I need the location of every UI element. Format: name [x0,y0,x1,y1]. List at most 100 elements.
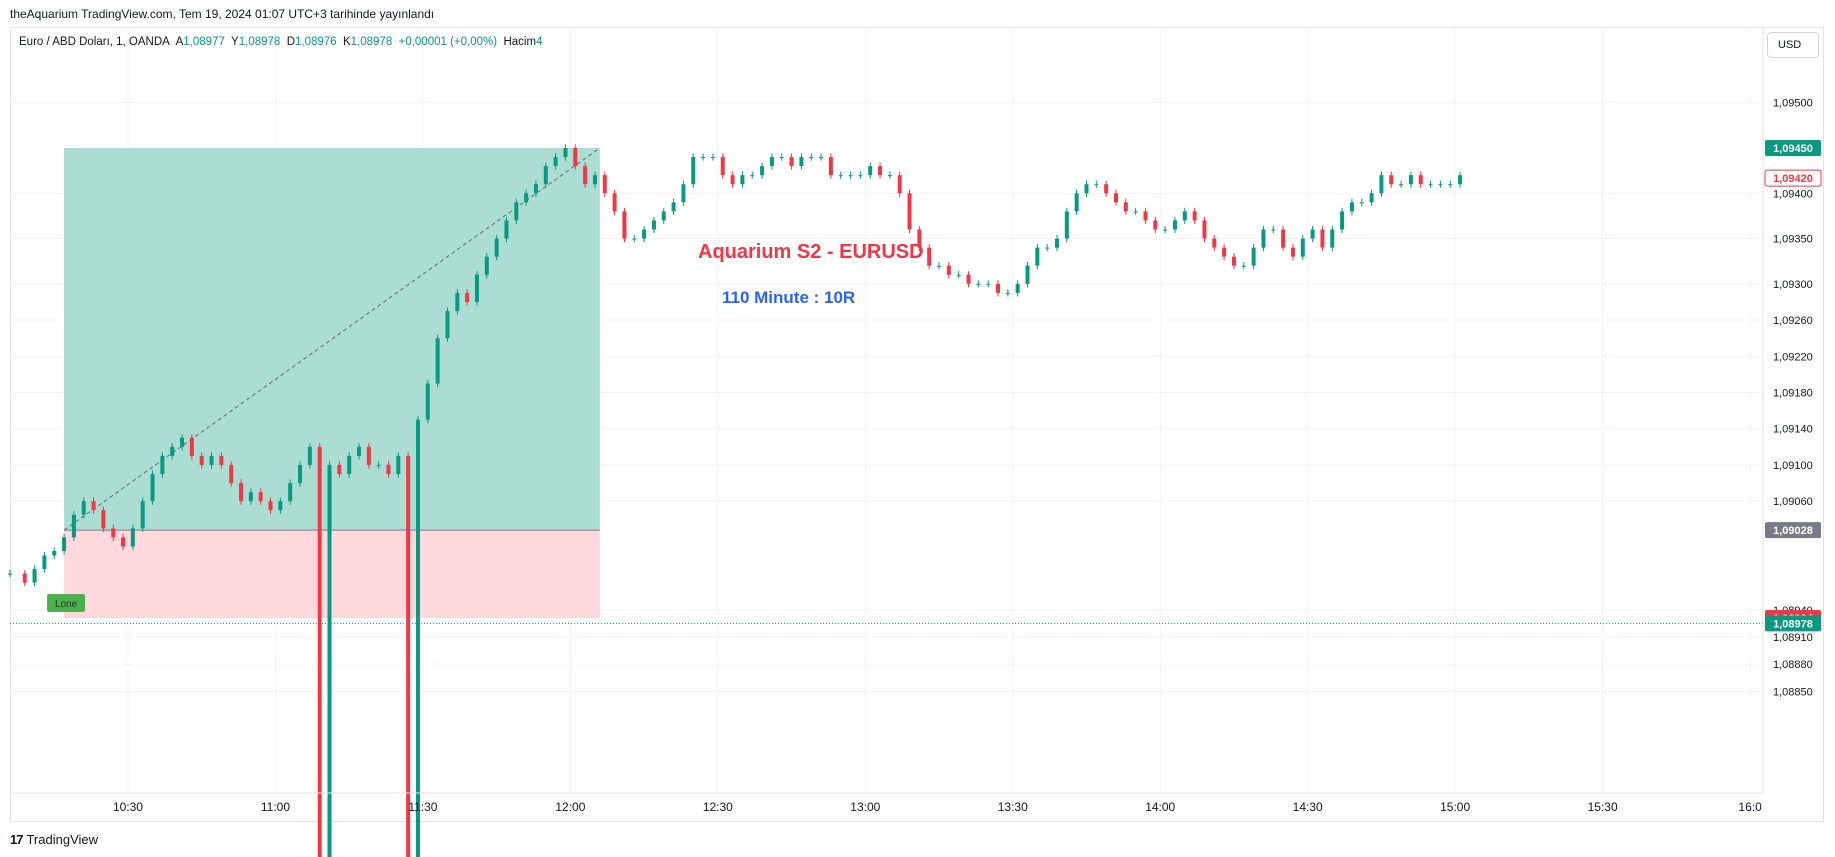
candle-body [1231,256,1236,266]
candle-body [337,464,342,474]
candle-body [1035,247,1040,266]
candle-body [170,446,175,456]
candle [1025,262,1030,288]
candle-body [1222,247,1227,257]
candle [897,171,902,197]
candle-body [1251,247,1256,266]
candle-body [386,464,391,474]
candle [1064,207,1069,243]
candle-body [504,220,509,239]
price-badge-outline-red: 1,09420 [1764,169,1822,187]
candle [494,234,499,261]
candle-body [32,569,37,583]
candle [121,533,126,551]
candle-body [622,211,627,239]
candle [966,271,971,288]
candle [1094,180,1099,188]
chart-frame[interactable] [10,27,1824,822]
candle [130,524,135,551]
candle-body [1025,265,1030,284]
long-badge-label: Lone [55,599,78,610]
candle-body [1340,211,1345,230]
chart-title-annotation: Aquarium S2 - EURUSD [698,241,924,263]
candle-body [1448,184,1453,186]
candle-body [357,446,361,456]
legend-open: 1,08977 [183,36,225,48]
candle-body [121,537,126,547]
candle-body [8,573,12,575]
candle-body [681,184,686,203]
candle-body [406,455,411,857]
y-tick-label: 1,09500 [1773,98,1813,110]
y-tick-label: 1,08850 [1773,686,1813,698]
candle [81,497,86,519]
candle [1045,243,1050,252]
candle [1123,198,1128,216]
candle-body [632,238,637,240]
candle [720,153,725,179]
candle [937,262,942,270]
candle [71,511,76,542]
candle [357,443,361,460]
candle-body [828,157,833,176]
candle [858,171,863,179]
candle [1231,253,1236,270]
currency-button[interactable]: USD [1767,32,1819,58]
legend-low-label: D [286,36,295,48]
position-zones [63,147,601,618]
candle-body [917,229,922,248]
candle [1418,171,1423,188]
candle-body [1064,211,1069,239]
tradingview-logo[interactable]: 17 TradingView [10,832,98,847]
candle-body [81,501,86,515]
y-tick-label: 1,09180 [1773,388,1813,400]
candle [946,262,951,279]
candle [386,461,391,478]
candle-body [927,247,932,266]
candle [484,253,489,279]
candle [996,280,1001,297]
candle-body [956,274,961,276]
candle-body [1438,184,1443,186]
x-tick-label: 14:00 [1145,800,1175,814]
candle-body [524,193,529,203]
candle [22,569,27,587]
legend-close-label: K [342,36,351,48]
candle [1005,289,1010,297]
candle [543,162,548,188]
y-tick-label: 1,09350 [1773,234,1813,246]
y-tick-label: 1,09100 [1773,460,1813,472]
candle [1310,225,1315,243]
candle-body [248,492,253,502]
candle-body [701,157,706,159]
candle-body [1133,211,1138,213]
price-badge-bg [1765,140,1821,156]
candle [986,280,991,288]
candle [592,171,597,188]
candle-body [838,175,843,177]
candle-body [268,501,273,511]
legend-low: 1,08976 [295,36,337,48]
candle [101,506,106,532]
candle-body [42,555,47,570]
candle [651,216,656,234]
candle-body [691,157,696,185]
candle-body [907,193,912,230]
candle-body [1379,175,1384,194]
candle-body [258,492,263,502]
candle [415,416,420,857]
x-tick-label: 10:30 [113,800,143,814]
legend-change: +0,00001 (+0,00%) [398,36,498,48]
y-tick-label: 1,09220 [1773,351,1813,363]
candle [691,153,696,188]
candle [268,497,273,514]
candle [1222,243,1227,261]
candle [52,547,57,560]
candle [42,551,47,573]
candle [809,153,814,161]
candle-body [209,455,214,465]
x-tick-label: 13:30 [998,800,1028,814]
candle [91,497,96,514]
candle-body [897,175,902,194]
